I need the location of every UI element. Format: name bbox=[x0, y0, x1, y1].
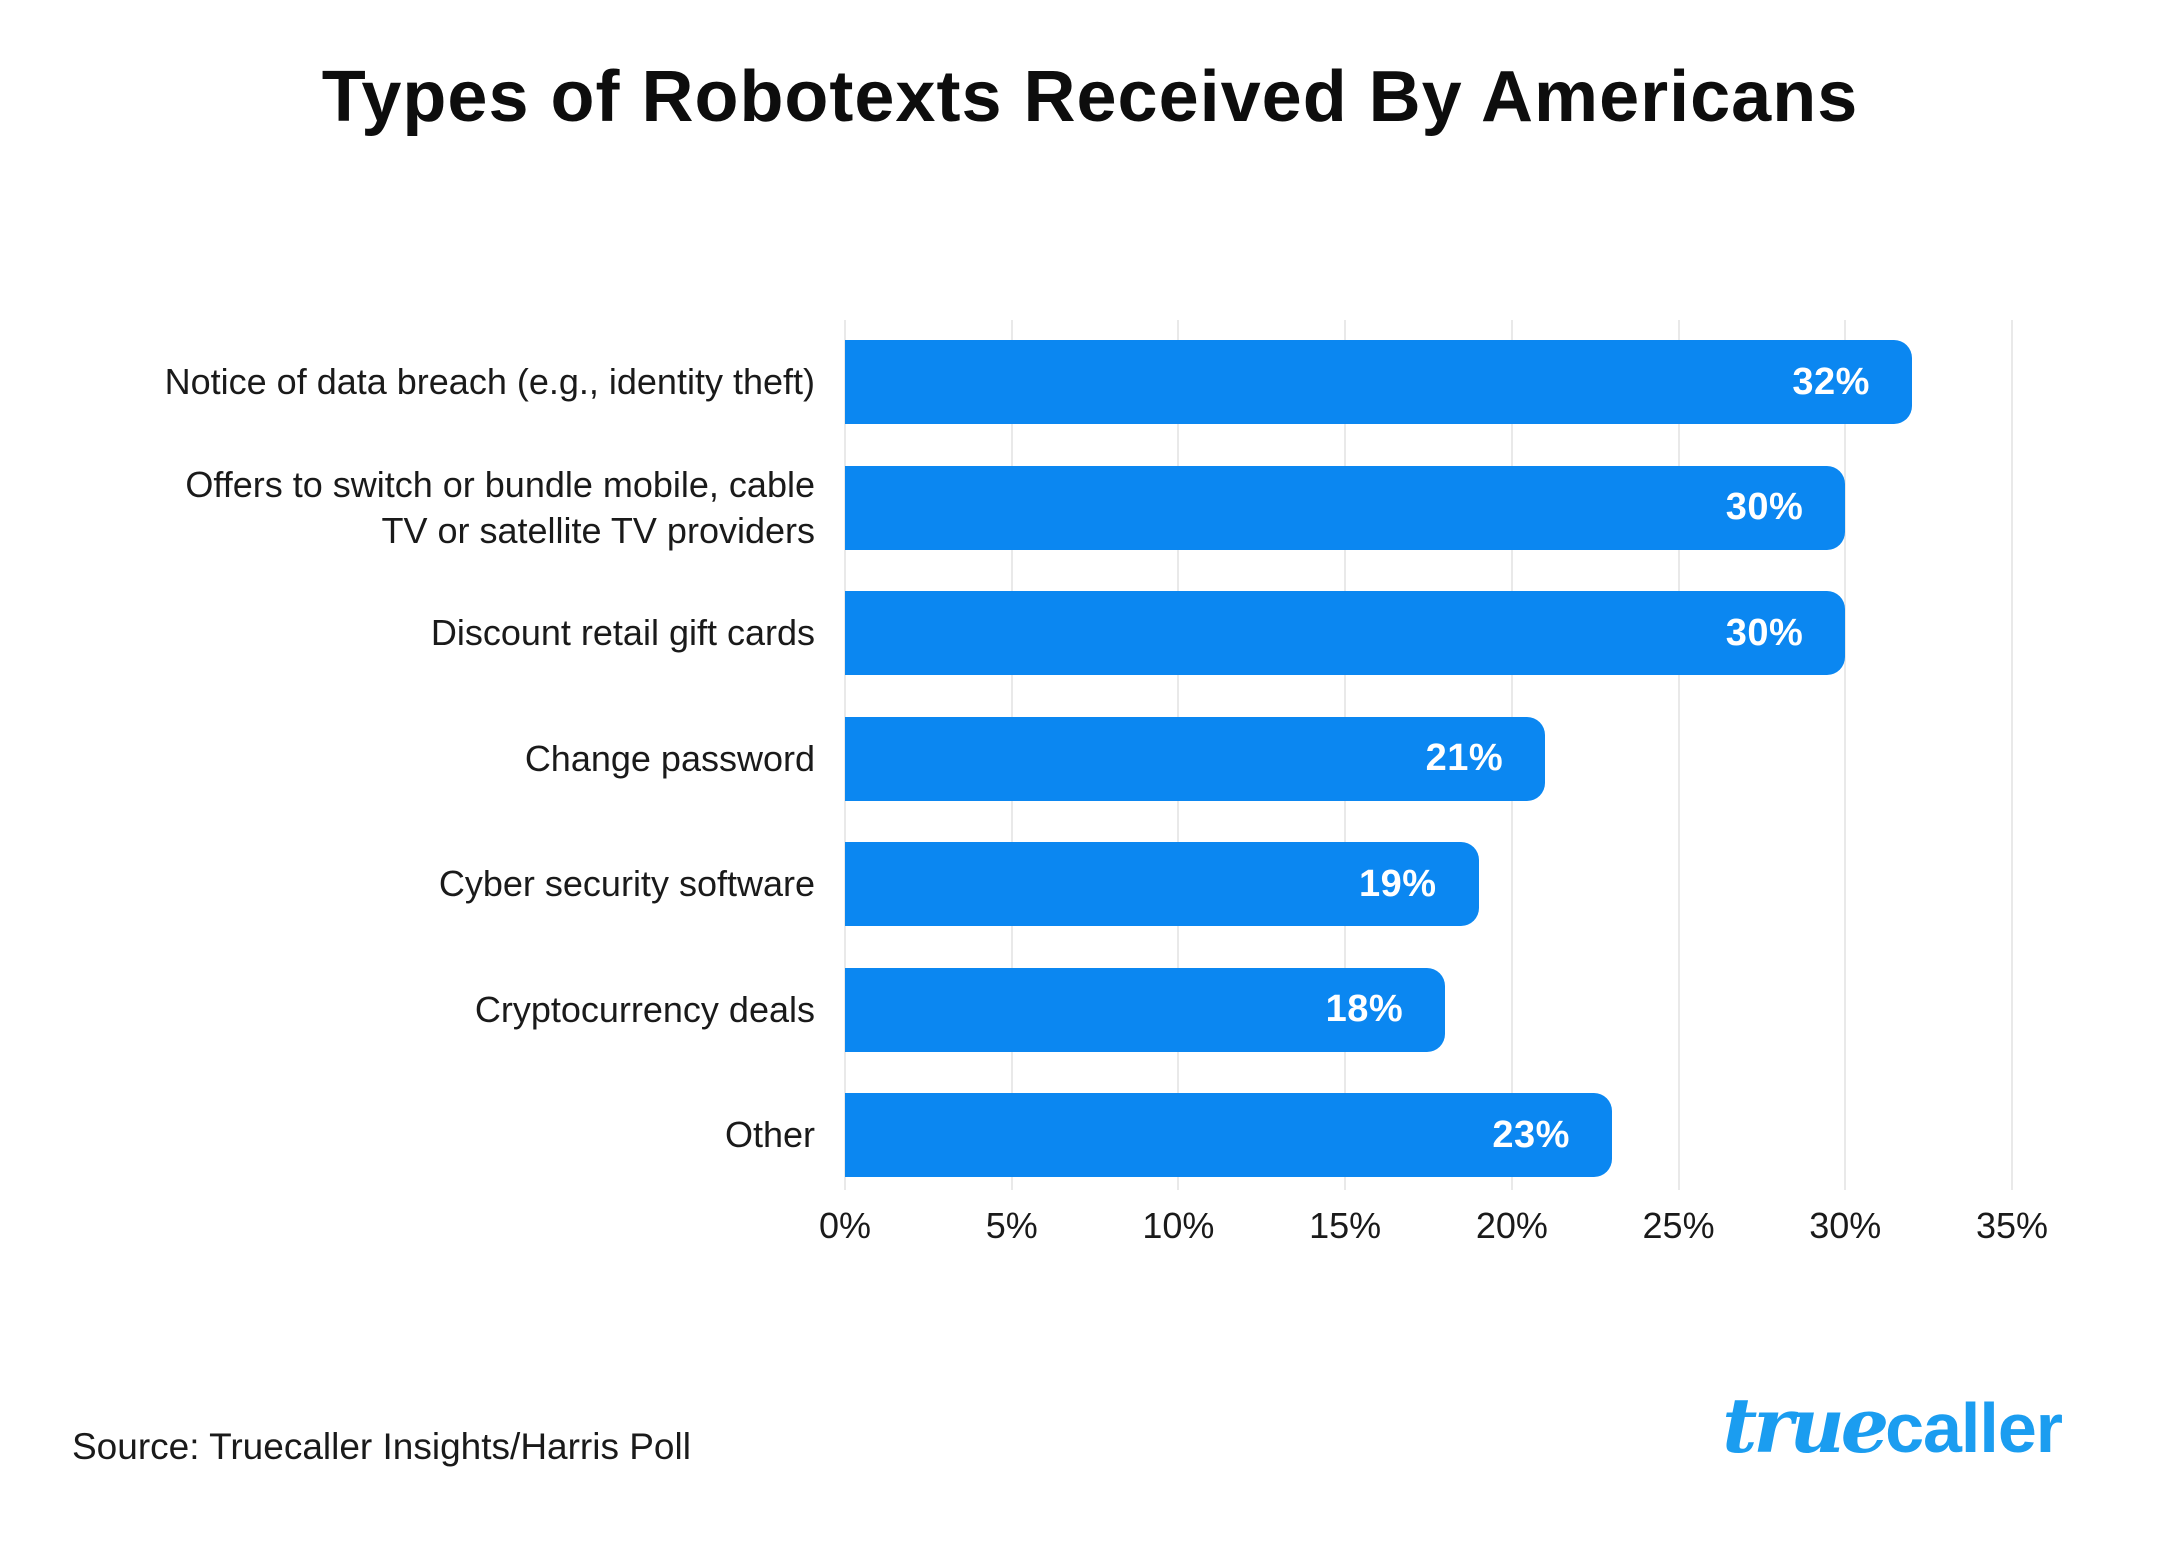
x-axis-tick-label: 35% bbox=[1975, 1205, 2049, 1246]
category-label: Cyber security software bbox=[438, 862, 815, 904]
chart-title: Types of Robotexts Received By Americans bbox=[321, 57, 1859, 137]
bar: 32% bbox=[845, 340, 1912, 424]
bar: 30% bbox=[845, 465, 1846, 550]
x-axis-tick-label: 20% bbox=[1475, 1205, 1548, 1246]
x-axis-tick-label: 0% bbox=[818, 1205, 872, 1246]
bar-value-label: 32% bbox=[1792, 360, 1870, 403]
category-label: Other bbox=[724, 1113, 815, 1155]
category-label: Notice of data breach (e.g., identity th… bbox=[164, 360, 815, 402]
bar: 21% bbox=[845, 716, 1546, 801]
source-note: Source: Truecaller Insights/Harris Poll bbox=[72, 1426, 691, 1467]
bar-value-label: 30% bbox=[1725, 611, 1804, 654]
x-axis-tick-label: 5% bbox=[985, 1205, 1038, 1246]
bar: 23% bbox=[845, 1093, 1612, 1177]
bar-value-label: 23% bbox=[1492, 1113, 1570, 1156]
gridline bbox=[2011, 320, 2013, 1190]
logo-script-part: true bbox=[1722, 1381, 1889, 1470]
bar-value-label: 21% bbox=[1425, 737, 1504, 779]
bar-value-label: 18% bbox=[1325, 988, 1404, 1030]
logo-bold-part: caller bbox=[1885, 1389, 2063, 1467]
x-axis-tick-label: 25% bbox=[1642, 1205, 1715, 1246]
bar: 30% bbox=[845, 591, 1846, 675]
bar-value-label: 30% bbox=[1725, 486, 1804, 528]
bar: 19% bbox=[845, 842, 1479, 926]
gridline bbox=[1677, 320, 1680, 1190]
category-label: Cryptocurrency deals bbox=[474, 988, 815, 1030]
gridline bbox=[1844, 320, 1847, 1190]
category-label: Change password bbox=[524, 737, 815, 779]
category-label: Discount retail gift cards bbox=[430, 611, 815, 653]
bar-value-label: 19% bbox=[1358, 862, 1437, 905]
bar-chart: 0% 5% 10% 15% 20% 25% 30% 35% Notice of data bre… bbox=[0, 320, 2180, 1246]
x-axis-tick-label: 10% bbox=[1142, 1205, 1215, 1246]
x-axis-tick-label: 30% bbox=[1809, 1205, 1882, 1246]
truecaller-logo: truecaller bbox=[1722, 1388, 2063, 1467]
bar: 18% bbox=[845, 967, 1446, 1052]
category-label: Offers to switch or bundle mobile, cable… bbox=[185, 463, 815, 551]
x-axis-tick-label: 15% bbox=[1309, 1205, 1382, 1246]
